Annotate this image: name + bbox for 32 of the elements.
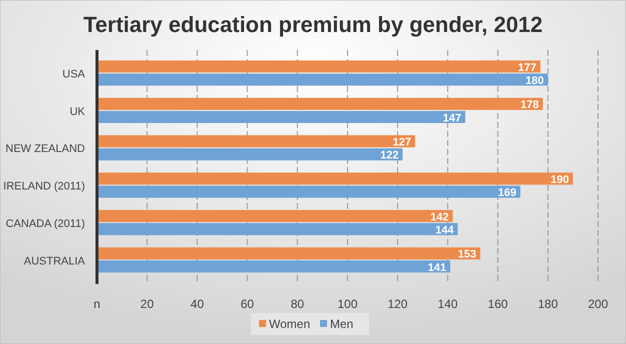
y-tick-label: NEW ZEALAND (6, 143, 86, 156)
y-tick-label: IRELAND (2011) (3, 180, 85, 193)
data-label: 141 (428, 262, 446, 274)
y-tick-label: UK (70, 106, 86, 118)
x-tick-label: 80 (290, 297, 304, 311)
data-label: 122 (380, 150, 399, 162)
x-tick-label: 120 (388, 297, 408, 311)
x-tick-label: 140 (438, 297, 458, 311)
data-label: 190 (550, 174, 569, 186)
legend-label: Women (269, 317, 310, 332)
chart-title: Tertiary education premium by gender, 2012 (83, 12, 543, 37)
y-tick-label: CANADA (2011) (6, 218, 85, 230)
data-label: 127 (392, 136, 412, 149)
data-label: 169 (498, 187, 516, 200)
x-tick-label: 60 (240, 297, 254, 311)
y-tick-label: USA (62, 68, 86, 80)
x-tick-label: 200 (588, 297, 608, 311)
x-tick-label: n (94, 297, 100, 311)
data-label: 142 (430, 211, 449, 224)
data-label: 144 (435, 224, 455, 236)
data-label: 177 (518, 62, 536, 74)
data-label: 153 (458, 248, 476, 261)
x-tick-label: 20 (140, 297, 154, 311)
x-tick-label: 180 (538, 297, 558, 311)
data-label: 180 (526, 74, 544, 87)
data-label: 178 (520, 99, 539, 112)
x-tick-label: 160 (488, 297, 508, 311)
x-tick-label: 40 (190, 297, 204, 311)
legend-label: Men (330, 317, 354, 332)
x-tick-label: 100 (337, 297, 358, 311)
y-tick-label: AUSTRALIA (24, 255, 86, 268)
data-label: 147 (442, 112, 462, 124)
